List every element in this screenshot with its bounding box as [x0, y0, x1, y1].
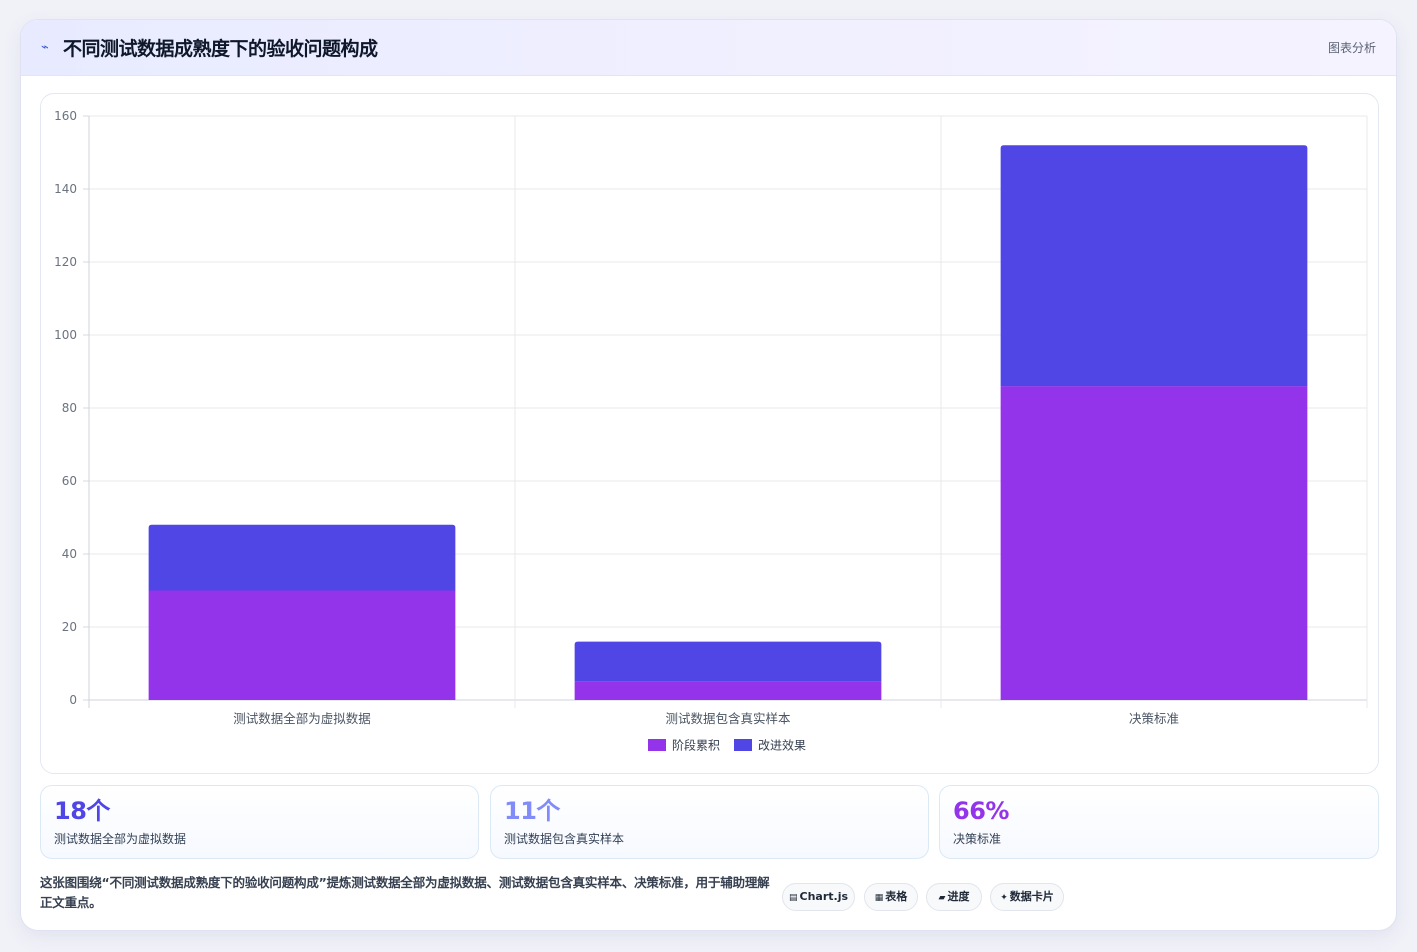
chip-progress: ▰ 进度 [926, 883, 982, 911]
x-tick-label: 决策标准 [1129, 711, 1179, 726]
y-tick-label: 160 [54, 109, 77, 123]
bar-segment-stage-cumulative[interactable] [1000, 386, 1308, 700]
y-tick-label: 80 [62, 401, 77, 415]
card-header: ⌁ 不同测试数据成熟度下的验收问题构成 图表分析 [21, 20, 1396, 76]
legend-swatch[interactable] [648, 739, 666, 751]
bar-segment-improvement-effect[interactable] [1000, 145, 1308, 387]
chip-chartjs: ▤ Chart.js [782, 883, 855, 911]
card-title: 不同测试数据成熟度下的验收问题构成 [63, 38, 378, 60]
y-tick-label: 0 [69, 693, 77, 707]
chart-icon: ▤ [788, 893, 798, 903]
stat-card-3: 66% 决策标准 [939, 785, 1379, 859]
header-tag: 图表分析 [1327, 41, 1376, 55]
x-tick-label: 测试数据包含真实样本 [665, 711, 791, 726]
stat-label: 测试数据包含真实样本 [504, 832, 625, 846]
legend-swatch[interactable] [734, 739, 752, 751]
bar-segment-stage-cumulative[interactable] [148, 590, 456, 701]
bar-segment-stage-cumulative[interactable] [574, 681, 882, 700]
chart-area: 0 20 40 60 80 100 120 140 160 测试数据全部为虚拟数据 测试数据包含真实… [40, 93, 1379, 774]
stat-label: 决策标准 [953, 832, 1002, 846]
stat-card-2: 11个 测试数据包含真实样本 [490, 785, 929, 859]
stat-label: 测试数据全部为虚拟数据 [54, 832, 187, 846]
legend-label[interactable]: 改进效果 [758, 738, 806, 753]
y-tick-label: 60 [62, 474, 77, 488]
bar-segment-improvement-effect[interactable] [574, 641, 882, 682]
table-icon: ▦ [874, 893, 884, 903]
y-tick-label: 140 [54, 182, 77, 196]
stat-value: 11个 [504, 797, 560, 825]
stat-value: 66% [953, 797, 1009, 825]
chip-label: 表格 [885, 890, 908, 903]
stacked-bar-chart: 0 20 40 60 80 100 120 140 160 测试数据全部为虚拟数据 测试数据包含真实… [54, 109, 1368, 753]
chip-label: 进度 [947, 890, 970, 903]
chip-table: ▦ 表格 [864, 883, 918, 911]
stat-value: 18个 [54, 797, 110, 825]
stat-card-1: 18个 测试数据全部为虚拟数据 [40, 785, 479, 859]
chart-description: 这张图围绕“不同测试数据成熟度下的验收问题构成”提炼测试数据全部为虚拟数据、测试… [40, 875, 770, 910]
y-tick-label: 40 [62, 547, 77, 561]
y-tick-label: 100 [54, 328, 77, 342]
chip-data-card: ✦ 数据卡片 [990, 883, 1064, 911]
bar-segment-improvement-effect[interactable] [148, 524, 456, 591]
y-tick-label: 20 [62, 620, 77, 634]
chart-card: ⌁ 不同测试数据成熟度下的验收问题构成 图表分析 0 20 40 60 80 100 120… [20, 19, 1397, 931]
y-tick-label: 120 [54, 255, 77, 269]
chip-label: Chart.js [799, 890, 849, 903]
legend-label[interactable]: 阶段累积 [672, 738, 720, 753]
chip-label: 数据卡片 [1009, 890, 1054, 903]
trend-line-icon: ⌁ [41, 40, 49, 55]
progress-icon: ▰ [938, 893, 946, 903]
sparkle-icon: ✦ [1000, 893, 1008, 903]
x-tick-label: 测试数据全部为虚拟数据 [233, 711, 371, 726]
